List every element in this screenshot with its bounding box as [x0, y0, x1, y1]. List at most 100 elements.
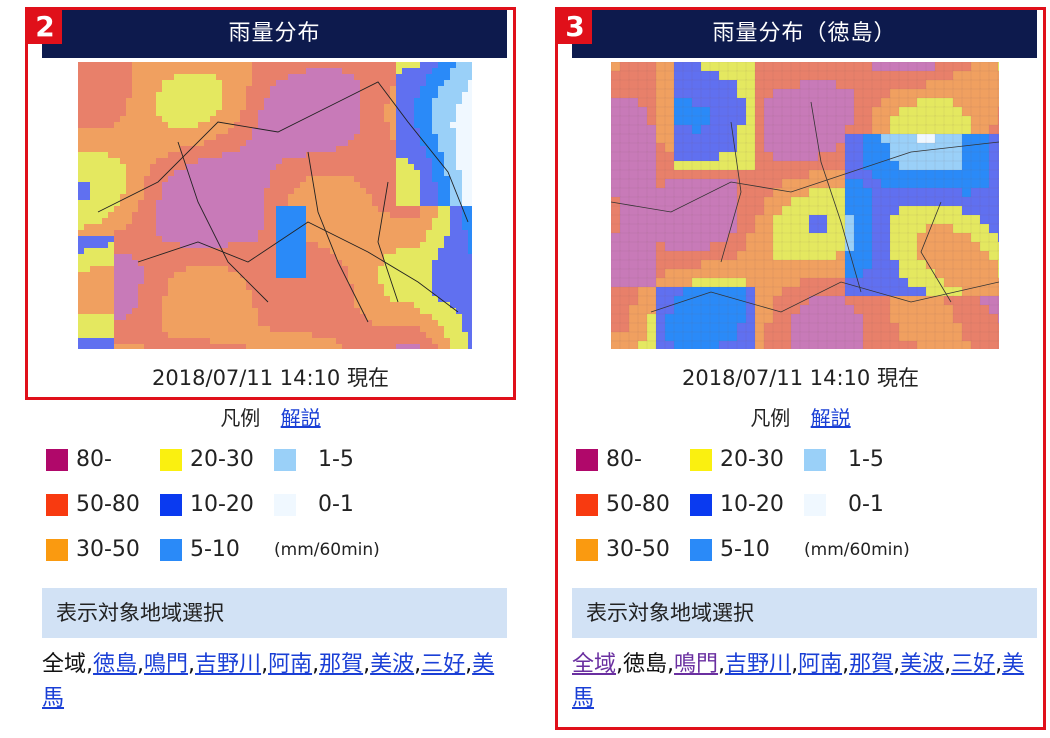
- legend-swatch: [804, 448, 826, 471]
- legend-value: 0-1: [848, 492, 884, 517]
- legend-item: 50-80: [576, 492, 670, 517]
- region-separator: ,: [414, 652, 422, 677]
- legend-value: 1-5: [848, 447, 884, 472]
- region-separator: ,: [616, 652, 624, 677]
- legend-value: 5-10: [720, 537, 770, 562]
- legend-value: 20-30: [190, 447, 254, 472]
- legend-swatch: [576, 493, 598, 516]
- rainfall-map[interactable]: [78, 62, 472, 349]
- legend-label: 凡例: [750, 406, 791, 430]
- legend-item: 0-1: [804, 492, 884, 517]
- legend-swatch: [46, 493, 68, 516]
- legend-value: 30-50: [76, 537, 140, 562]
- region-link-8[interactable]: 美馬: [572, 652, 1025, 711]
- legend-help-link[interactable]: 解説: [810, 406, 851, 430]
- legend-item: 10-20: [690, 492, 784, 517]
- region-link-2[interactable]: 鳴門: [674, 652, 719, 677]
- region-link-6[interactable]: 美波: [370, 652, 415, 677]
- step-badge: 3: [558, 10, 592, 44]
- rainfall-panel-tokushima: 3 雨量分布（徳島） 2018/07/11 14:10 現在 凡例 解説 80-…: [555, 0, 1046, 738]
- region-separator: ,: [667, 652, 675, 677]
- legend-value: 20-30: [720, 447, 784, 472]
- legend-item: 5-10: [690, 537, 770, 562]
- region-separator: ,: [188, 652, 196, 677]
- timestamp: 2018/07/11 14:10 現在: [682, 366, 919, 390]
- region-link-5[interactable]: 那賀: [849, 652, 894, 677]
- legend-swatch: [576, 538, 598, 561]
- legend-value: 50-80: [606, 492, 670, 517]
- legend-item: 30-50: [576, 537, 670, 562]
- region-separator: ,: [363, 652, 371, 677]
- panel-title: 雨量分布: [42, 10, 507, 58]
- legend-unit: (mm/60min): [274, 540, 380, 560]
- legend-label: 凡例: [220, 406, 261, 430]
- legend-item: 20-30: [160, 447, 254, 472]
- region-separator: ,: [261, 652, 269, 677]
- region-link-8[interactable]: 美馬: [42, 652, 495, 711]
- legend-item: 5-10: [160, 537, 240, 562]
- legend-swatch: [160, 448, 182, 471]
- region-separator: ,: [465, 652, 473, 677]
- region-separator: ,: [86, 652, 94, 677]
- legend-header: 凡例 解説: [558, 402, 1043, 431]
- timestamp: 2018/07/11 14:10 現在: [152, 366, 389, 390]
- legend-swatch: [160, 493, 182, 516]
- legend-item: 80-: [576, 447, 642, 472]
- region-separator: ,: [718, 652, 726, 677]
- region-link-0[interactable]: 全域: [572, 652, 617, 677]
- region-link-3[interactable]: 吉野川: [725, 652, 792, 677]
- region-select-header: 表示対象地域選択: [42, 588, 507, 638]
- legend-item: 30-50: [46, 537, 140, 562]
- legend-header: 凡例 解説: [28, 402, 513, 431]
- region-link-5[interactable]: 那賀: [319, 652, 364, 677]
- legend-swatch: [804, 493, 826, 516]
- legend-swatch: [46, 538, 68, 561]
- step-badge: 2: [28, 10, 62, 44]
- region-separator: ,: [312, 652, 320, 677]
- legend-value: 80-: [76, 447, 112, 472]
- region-separator: ,: [842, 652, 850, 677]
- highlight-frame: [555, 7, 1046, 730]
- region-link-3[interactable]: 吉野川: [195, 652, 262, 677]
- legend-swatch: [274, 493, 296, 516]
- legend-item: 10-20: [160, 492, 254, 517]
- legend-swatch: [690, 493, 712, 516]
- legend-item: 0-1: [274, 492, 354, 517]
- legend-swatch: [576, 448, 598, 471]
- legend-value: 50-80: [76, 492, 140, 517]
- legend-value: 30-50: [606, 537, 670, 562]
- legend-value: 5-10: [190, 537, 240, 562]
- region-link-1: 徳島: [623, 652, 668, 677]
- legend-value: 80-: [606, 447, 642, 472]
- region-link-4[interactable]: 阿南: [268, 652, 313, 677]
- panel-title: 雨量分布（徳島）: [572, 10, 1037, 58]
- legend-swatch: [690, 538, 712, 561]
- region-link-1[interactable]: 徳島: [93, 652, 138, 677]
- legend-unit: (mm/60min): [804, 540, 910, 560]
- legend-value: 1-5: [318, 447, 354, 472]
- region-link-6[interactable]: 美波: [900, 652, 945, 677]
- legend-value: 0-1: [318, 492, 354, 517]
- region-link-2[interactable]: 鳴門: [144, 652, 189, 677]
- legend-swatch: [160, 538, 182, 561]
- region-separator: ,: [893, 652, 901, 677]
- legend-swatch: [690, 448, 712, 471]
- legend-item: 20-30: [690, 447, 784, 472]
- legend-item: 1-5: [804, 447, 884, 472]
- region-separator: ,: [995, 652, 1003, 677]
- legend-item: 80-: [46, 447, 112, 472]
- legend-swatch: [46, 448, 68, 471]
- region-link-7[interactable]: 三好: [421, 652, 466, 677]
- legend-help-link[interactable]: 解説: [280, 406, 321, 430]
- legend-value: 10-20: [720, 492, 784, 517]
- rainfall-map[interactable]: [611, 62, 999, 349]
- rainfall-panel-prefecture: 2 雨量分布 2018/07/11 14:10 現在 凡例 解説 80- 50-…: [25, 0, 516, 738]
- region-link-7[interactable]: 三好: [951, 652, 996, 677]
- region-links: 全域,徳島,鳴門,吉野川,阿南,那賀,美波,三好,美馬: [42, 648, 512, 716]
- legend-value: 10-20: [190, 492, 254, 517]
- legend-swatch: [274, 448, 296, 471]
- region-link-4[interactable]: 阿南: [798, 652, 843, 677]
- highlight-frame: [25, 7, 516, 400]
- legend-item: 50-80: [46, 492, 140, 517]
- region-separator: ,: [944, 652, 952, 677]
